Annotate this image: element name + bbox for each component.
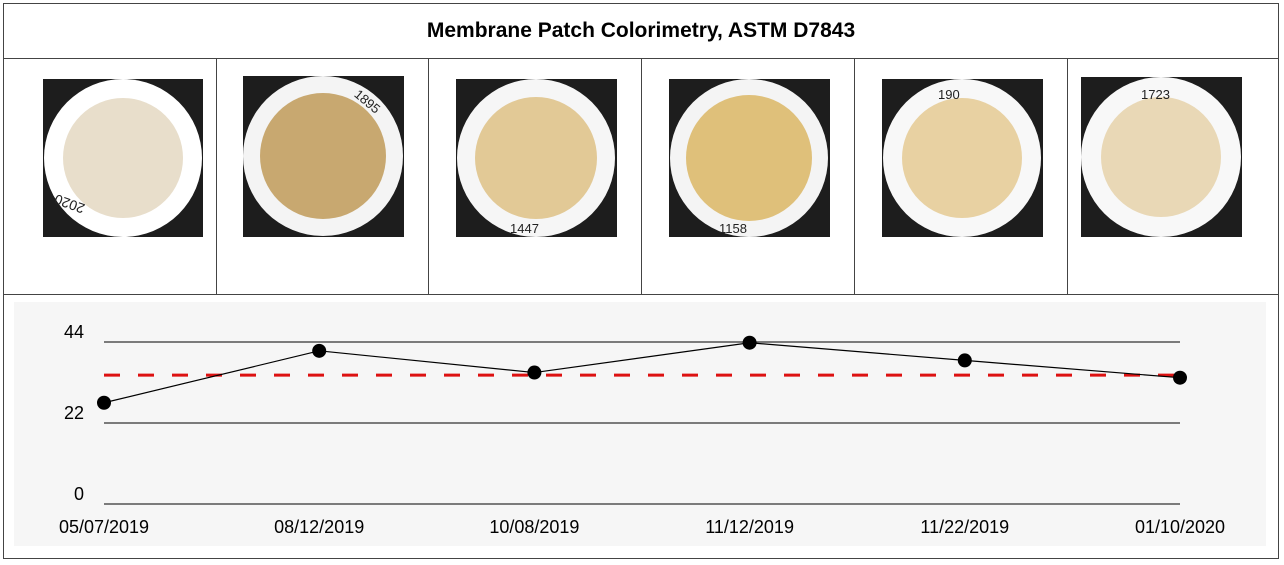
data-point [1173, 370, 1187, 385]
data-point [312, 343, 327, 358]
data-point [957, 353, 972, 368]
patch-disc [902, 98, 1022, 218]
membrane-patch-image-5: 190 [883, 79, 1041, 237]
patch-photo-6: 1723 [1081, 77, 1242, 237]
patch-sample-label: 1723 [1141, 87, 1170, 102]
patch-row: 2020 1895 1447 [4, 59, 1278, 295]
chart-area: 0 22 44 05/07/2019 08/12/2019 10/08/2019 11/12… [14, 302, 1266, 546]
data-point [97, 395, 111, 410]
patch-photo-3: 1447 [456, 79, 617, 237]
membrane-patch-image-3: 1447 [457, 79, 615, 237]
patch-photo-4: 1158 [669, 79, 830, 237]
x-tick-label: 05/07/2019 [59, 517, 149, 537]
membrane-patch-image-4: 1158 [670, 79, 828, 237]
data-point [742, 335, 757, 350]
patch-cell-1: 2020 [4, 59, 217, 294]
chart-title: Membrane Patch Colorimetry, ASTM D7843 [426, 19, 856, 42]
patch-photo-1: 2020 [43, 79, 203, 237]
membrane-patch-image-2: 1895 [243, 76, 403, 236]
patch-sample-label: 190 [938, 87, 960, 102]
patch-disc [686, 95, 812, 221]
patch-disc [1101, 97, 1221, 217]
x-tick-label: 08/12/2019 [274, 517, 364, 537]
patch-sample-label: 1158 [719, 221, 747, 236]
patch-cell-3: 1447 [429, 59, 642, 294]
x-tick-label: 01/10/2020 [1135, 517, 1225, 537]
patch-disc [260, 93, 386, 219]
y-tick-label: 22 [64, 403, 84, 423]
x-tick-label: 11/22/2019 [920, 517, 1009, 537]
patch-disc [63, 98, 183, 218]
title-row: Membrane Patch Colorimetry, ASTM D7843 [4, 4, 1278, 59]
x-tick-label: 10/08/2019 [489, 517, 579, 537]
patch-cell-4: 1158 [642, 59, 855, 294]
membrane-patch-image-1: 2020 [44, 79, 202, 237]
y-tick-label: 0 [74, 484, 84, 504]
report-frame: Membrane Patch Colorimetry, ASTM D7843 2… [3, 3, 1279, 559]
line-chart: 0 22 44 05/07/2019 08/12/2019 10/08/2019 11/12… [59, 322, 1225, 537]
membrane-patch-image-6: 1723 [1081, 77, 1241, 237]
patch-photo-5: 190 [882, 79, 1043, 237]
patch-cell-2: 1895 [217, 59, 429, 294]
patch-photo-2: 1895 [243, 76, 404, 237]
series-line [103, 342, 1181, 404]
y-tick-label: 44 [64, 322, 84, 342]
patch-cell-5: 190 [855, 59, 1068, 294]
patch-cell-6: 1723 [1068, 59, 1280, 294]
x-tick-label: 11/12/2019 [705, 517, 794, 537]
patch-disc [475, 97, 597, 219]
data-point [527, 365, 542, 380]
patch-sample-label: 1447 [510, 221, 539, 236]
